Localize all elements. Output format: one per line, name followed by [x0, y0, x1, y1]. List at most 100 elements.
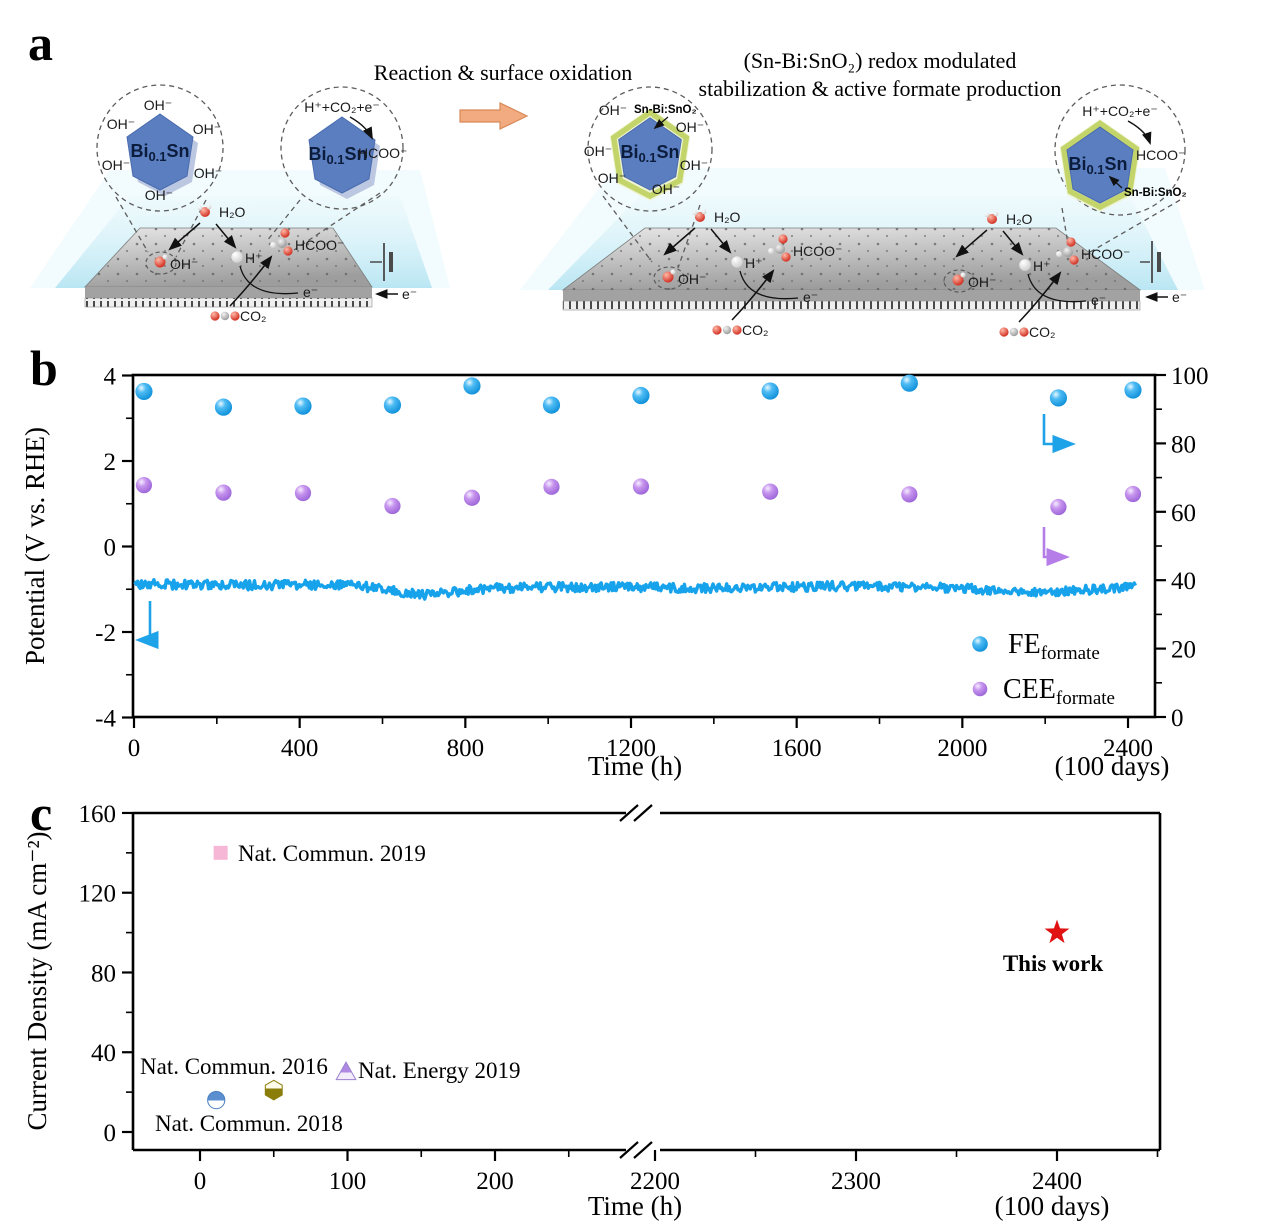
tick-label: 20 — [1171, 637, 1196, 664]
right-scheme-title-line2: stabilization & active formate productio… — [699, 76, 1062, 101]
transition-arrow-icon — [459, 102, 529, 130]
svg-text:OH⁻: OH⁻ — [102, 157, 130, 173]
species-label-hcoo: HCOO⁻ — [793, 243, 842, 259]
species-label-h2o: H₂O — [714, 209, 741, 225]
data-point-CEE_formate — [215, 484, 232, 501]
data-point-FE_formate — [383, 396, 402, 414]
co2-to-hcoo-arrow — [731, 269, 775, 321]
panel-c-chart: c 0 100 200 2200 2300 2400 0 40 80 120 160 Current… — [22, 785, 1162, 1221]
tick-label: 1600 — [772, 735, 822, 762]
electron-label: e⁻ — [1172, 289, 1187, 305]
panel-c-letter: c — [30, 785, 52, 841]
axis-break-marks — [619, 804, 653, 1159]
svg-text:OH⁻: OH⁻ — [584, 143, 612, 159]
shell-pointer-arrow — [1108, 175, 1123, 189]
electron-path — [1027, 273, 1087, 303]
tick-label: 2400 — [1103, 735, 1153, 762]
svg-text:OH⁻: OH⁻ — [676, 119, 704, 135]
tick-label: -4 — [95, 706, 116, 733]
molecule-hcoo: HCOO⁻ — [768, 234, 842, 262]
data-point-CEE_formate — [135, 477, 153, 494]
species-label-e: e⁻ — [803, 289, 818, 305]
data-point-FE_formate — [135, 382, 153, 401]
legend-label-fe: FEformate — [1008, 629, 1100, 664]
hcoo-label: HCOO⁻ — [358, 145, 407, 161]
tick-label: 0 — [1171, 705, 1184, 732]
species-label-oh: OH⁻ — [170, 256, 198, 272]
h2o-to-oh-arrow — [168, 222, 201, 251]
reaction-arrow — [349, 116, 373, 140]
molecule-h2o: H₂O — [692, 209, 741, 225]
reaction-label: H⁺+CO₂+e⁻ — [304, 99, 379, 115]
tick-label: 100 — [1171, 363, 1209, 390]
data-point-nat-commun-2019 — [213, 845, 228, 860]
tick-label: 2200 — [630, 1168, 680, 1195]
legend-marker-fe — [972, 636, 988, 652]
data-point-CEE_formate — [901, 486, 918, 503]
x-axis-title-c: Time (h) — [588, 1191, 682, 1221]
particle-label: Bi0.1Sn — [130, 141, 189, 164]
svg-text:OH⁻: OH⁻ — [598, 170, 626, 186]
panel-a-letter: a — [28, 15, 53, 71]
annotation-nat-commun-2018: Nat. Commun. 2018 — [155, 1111, 343, 1136]
tick-label: 120 — [79, 881, 117, 908]
data-point-CEE_formate — [1124, 485, 1142, 503]
svg-text:OH⁻: OH⁻ — [145, 187, 173, 203]
h2o-to-oh-arrow — [663, 227, 696, 256]
tick-label: 80 — [1171, 431, 1196, 458]
data-point-FE_formate — [214, 398, 233, 416]
species-label-e: e⁻ — [1091, 292, 1106, 308]
shell-label: Sn-Bi:SnO₂ — [1124, 187, 1187, 199]
data-point-FE_formate — [463, 377, 481, 395]
species-label-hcoo: HCOO⁻ — [1081, 246, 1130, 262]
species-label-hcoo: HCOO⁻ — [295, 237, 344, 253]
reaction-label: H⁺+CO₂+e⁻ — [1082, 103, 1157, 119]
data-point-FE_formate — [1049, 389, 1068, 407]
reaction-arrow — [1127, 120, 1152, 145]
h2o-to-h-arrow — [215, 223, 237, 249]
svg-text:OH⁻: OH⁻ — [194, 165, 222, 181]
species-label-oh: OH⁻ — [678, 271, 706, 287]
particle-bare-1: Bi0.1Sn — [126, 113, 198, 196]
molecule-hcoo: HCOO⁻ — [270, 228, 344, 256]
tick-label: 0 — [128, 735, 141, 762]
hcoo-label: HCOO⁻ — [1136, 147, 1185, 163]
data-point-CEE_formate — [384, 497, 401, 515]
molecule-co2: CO₂ — [210, 308, 266, 324]
tick-label: 0 — [194, 1168, 207, 1195]
shell-label: Sn-Bi:SnO₂ — [634, 104, 697, 116]
molecule-oh: OH⁻ — [145, 251, 198, 275]
molecule-hcoo: HCOO⁻ — [1056, 237, 1130, 265]
molecule-h: H⁺ — [230, 250, 263, 266]
annotation-nat-commun-2019: Nat. Commun. 2019 — [238, 841, 426, 866]
y-axis-title-c: Current Density (mA cm⁻²) — [22, 831, 52, 1130]
tick-label: 60 — [1171, 500, 1196, 527]
panel-c-ticks: 0 100 200 2200 2300 2400 0 40 80 120 160 — [79, 801, 1159, 1195]
data-point-CEE_formate — [1050, 498, 1067, 516]
svg-text:OH⁻: OH⁻ — [652, 181, 680, 197]
particle-coated-1: Bi0.1Sn — [609, 108, 691, 201]
tick-label: 200 — [476, 1168, 514, 1195]
h2o-to-oh-arrow — [955, 229, 988, 258]
tick-label: 40 — [91, 1040, 116, 1067]
data-point-FE_formate — [294, 397, 312, 415]
molecule-co2: CO₂ — [712, 322, 768, 338]
transition-title: Reaction & surface oxidation — [374, 60, 632, 85]
tick-label: -2 — [95, 620, 116, 647]
panel-c-data — [207, 845, 1070, 1110]
tick-label: 40 — [1171, 568, 1196, 595]
plot-frame-c — [131, 811, 1162, 1152]
electrode-left — [84, 227, 373, 308]
data-point-CEE_formate — [463, 489, 481, 506]
species-label-h2o: H₂O — [219, 204, 246, 220]
particle-label: Bi0.1Sn — [308, 144, 367, 167]
electrode-right — [561, 227, 1142, 311]
tick-label: 2400 — [1032, 1168, 1082, 1195]
data-point-FE_formate — [542, 396, 561, 414]
particle-coated-2: Bi0.1Sn — [1059, 119, 1141, 212]
data-point-FE_formate — [900, 374, 918, 392]
species-label-h: H⁺ — [245, 250, 263, 266]
tick-label: 4 — [104, 364, 117, 391]
data-point-CEE_formate — [632, 478, 650, 495]
